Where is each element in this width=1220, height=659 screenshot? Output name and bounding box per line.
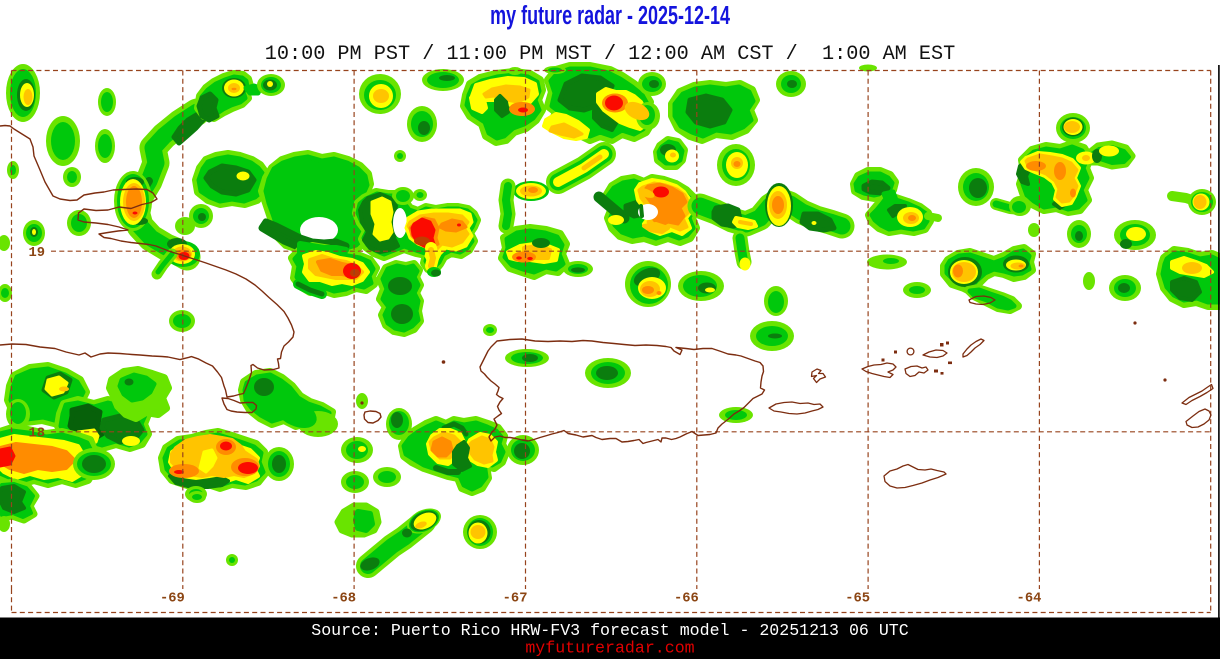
svg-text:-64: -64 <box>1017 592 1042 607</box>
svg-text:-68: -68 <box>331 592 356 607</box>
svg-text:-65: -65 <box>845 592 870 607</box>
svg-text:18: 18 <box>28 426 45 441</box>
svg-text:Source: Puerto Rico HRW-FV3 fo: Source: Puerto Rico HRW-FV3 forecast mod… <box>311 621 909 640</box>
svg-text:19: 19 <box>28 246 45 261</box>
svg-text:-67: -67 <box>503 592 528 607</box>
svg-text:myfutureradar.com: myfutureradar.com <box>525 639 694 658</box>
svg-text:-69: -69 <box>160 592 185 607</box>
svg-text:-66: -66 <box>674 592 699 607</box>
